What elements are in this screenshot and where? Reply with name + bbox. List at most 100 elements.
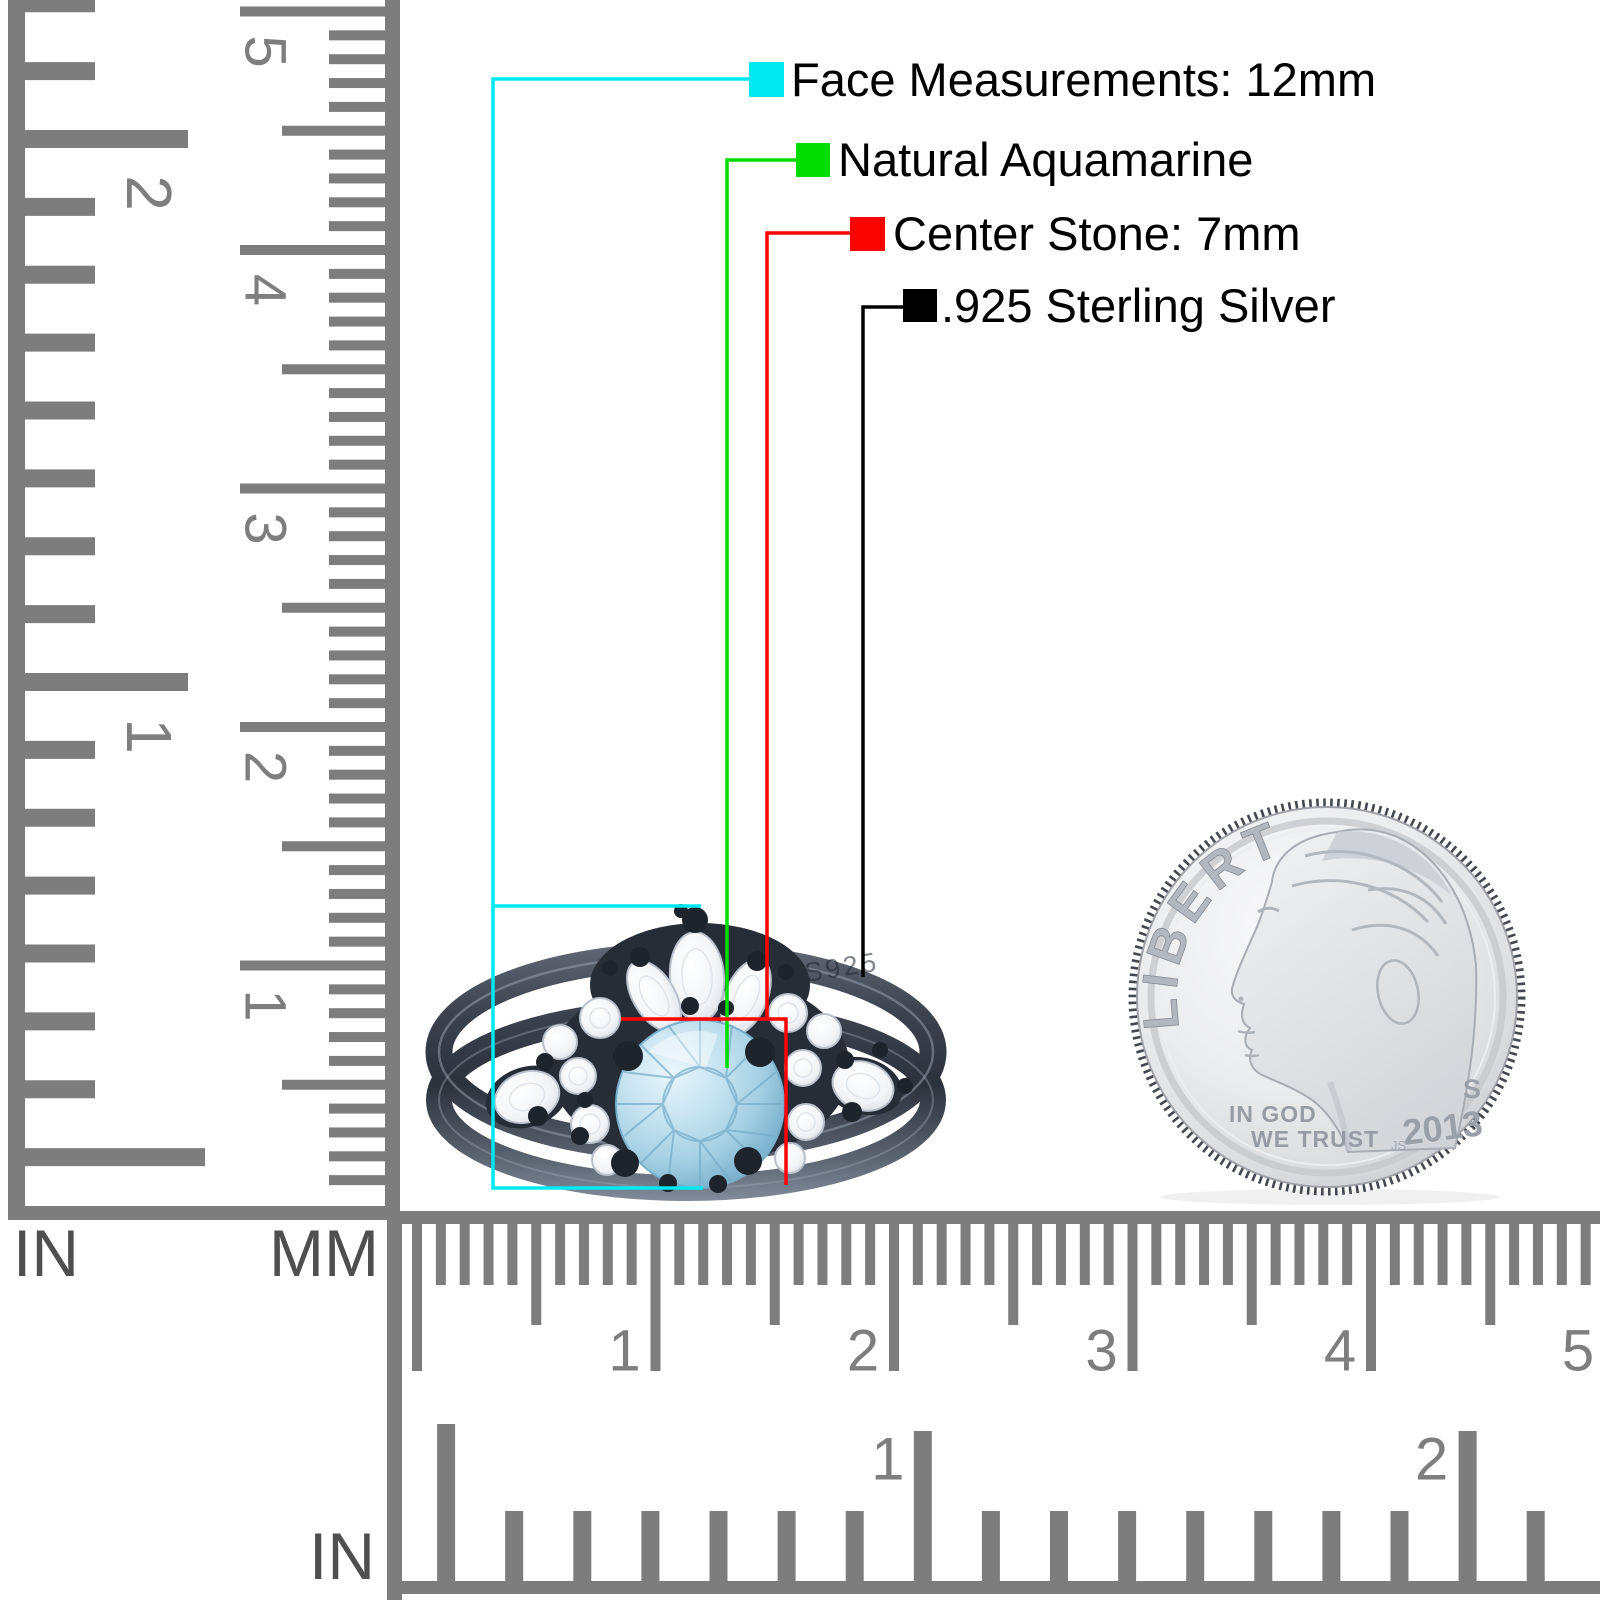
ruler-number: 5 [233,35,298,67]
ruler-tick [329,626,386,637]
ruler-tick [329,173,386,184]
ruler-tick [329,30,386,41]
ruler-tick [1526,1511,1545,1581]
ruler-tick [282,125,386,136]
gem-line [725,158,796,1068]
ruler-number: 3 [1085,1319,1117,1384]
ruler-number: 2 [113,175,185,211]
ruler-tick [531,1224,542,1325]
ruler-tick [329,865,386,876]
ruler-tick [698,1224,709,1285]
ruler-tick [329,1055,386,1066]
ruler-tick [329,507,386,518]
ruler-tick [329,292,386,303]
ruler-tick [602,1224,613,1285]
gem-swatch [796,143,830,177]
ruler-tick [578,1224,589,1285]
round-stone [559,1057,597,1095]
round-stone [806,1013,842,1049]
ruler-number: 1 [608,1319,640,1384]
ruler-tick [25,130,188,148]
ruler-tick [1222,1224,1233,1285]
ruler-tick [25,401,95,420]
ruler-tick [626,1224,637,1285]
ruler-tick [1246,1224,1257,1325]
ruler-tick [437,1424,456,1581]
ruler-edge [8,0,25,1218]
ruler-tick [282,364,386,375]
ruler-tick [329,578,386,589]
ruler-tick [329,316,386,327]
coin-shadow [1160,1189,1500,1205]
nostril [1238,996,1244,1002]
ruler-tick [25,62,95,81]
ruler-tick [25,808,95,827]
ruler-tick [329,149,386,160]
bottom-ruler-ticks: 1 2 3 4 5 1 2 [387,1211,1600,1600]
metal-swatch [903,289,937,322]
ruler-tick [709,1511,728,1581]
ruler-tick [889,1224,899,1371]
ruler-tick [936,1224,947,1285]
ruler-tick [817,1224,828,1285]
ruler-tick [329,1175,386,1186]
ruler-tick [329,221,386,232]
ruler-tick [329,674,386,685]
ruler-tick [329,54,386,65]
ruler-tick [1322,1511,1341,1581]
ruler-tick [1318,1224,1329,1285]
ruler-tick [1151,1224,1162,1285]
left-ruler-unit-inches: IN [13,1216,79,1290]
ruler-tick [25,333,95,352]
metal-line [861,305,903,977]
ruler-tick [912,1224,923,1285]
ruler-tick [329,435,386,446]
bottom-ruler: 1 2 3 4 5 1 2 IN [309,1211,1600,1600]
ruler-edge [387,1211,1600,1224]
gem-label: Natural Aquamarine [838,133,1253,186]
ruler-tick [722,1224,733,1285]
ruler-number: 4 [1324,1319,1356,1384]
ruler-tick [459,1224,470,1285]
ruler-tick [1461,1224,1472,1285]
ruler-tick [845,1511,864,1581]
ruler-tick [573,1511,592,1581]
ruler-tick [329,1127,386,1138]
ruler-tick [240,960,386,971]
ruler-tick [240,722,386,732]
ruler-tick [1055,1224,1066,1285]
ruler-tick [329,912,386,923]
ruler-tick [329,1032,386,1043]
ruler-tick [1008,1224,1019,1325]
ruler-tick [435,1224,446,1285]
ruler-edge [387,1581,1600,1594]
ruler-tick [1437,1224,1448,1285]
ruler-tick [1127,1224,1138,1371]
ruler-tick [1270,1224,1281,1285]
face-measurement-label: Face Measurements: 12mm [791,53,1376,106]
ring-image: S925 [425,904,947,1201]
face-measurement-swatch [749,62,784,97]
coin-motto-line1: IN GOD [1229,1101,1317,1127]
ruler-tick [282,841,386,852]
round-stone [768,993,808,1033]
ruler-tick [329,555,386,566]
prongs [528,904,913,1193]
ruler-tick [329,531,386,542]
ruler-tick [1458,1431,1477,1581]
ruler-tick [25,1080,95,1099]
hair-top [1322,831,1452,896]
ruler-tick [329,268,386,279]
neck-shading [1327,1080,1352,1151]
ruler-tick [329,340,386,351]
ruler-tick [1580,1224,1591,1285]
ruler-edge [385,0,400,1218]
ruler-tick [1175,1224,1186,1285]
ruler-tick [329,745,386,756]
ruler-tick [329,698,386,709]
ruler-tick [25,605,95,624]
left-ruler-unit-mm: MM [269,1216,379,1290]
bottom-ruler-unit-inches: IN [309,1519,375,1593]
